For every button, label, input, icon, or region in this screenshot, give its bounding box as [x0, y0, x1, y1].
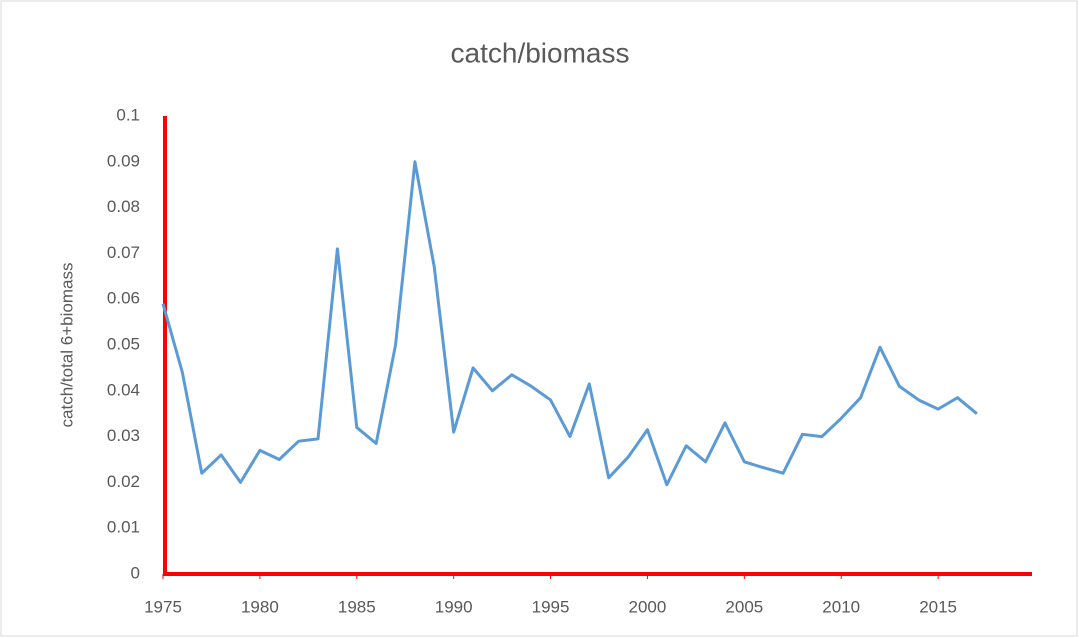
y-axis-title: catch/total 6+biomass — [57, 263, 76, 428]
x-tick-label: 1980 — [241, 597, 279, 616]
y-tick-label: 0.04 — [107, 380, 140, 399]
x-tick-label: 1990 — [435, 597, 473, 616]
x-tick-label: 2010 — [822, 597, 860, 616]
x-tick-label: 2015 — [919, 597, 957, 616]
x-tick-label: 1995 — [532, 597, 570, 616]
y-tick-label: 0 — [131, 563, 140, 582]
x-tick-label: 1985 — [338, 597, 376, 616]
data-line — [161, 160, 978, 487]
y-tick-label: 0.03 — [107, 426, 140, 445]
y-tick-label: 0.06 — [107, 289, 140, 308]
y-tick-label: 0.02 — [107, 472, 140, 491]
y-tick-label: 0.05 — [107, 334, 140, 353]
y-tick-label: 0.1 — [116, 105, 140, 124]
x-tick-label: 1975 — [144, 597, 182, 616]
y-tick-label: 0.07 — [107, 243, 140, 262]
x-tick-label: 2000 — [629, 597, 667, 616]
chart-title: catch/biomass — [451, 37, 630, 68]
x-tick-label: 2005 — [725, 597, 763, 616]
y-tick-label: 0.08 — [107, 197, 140, 216]
y-tick-label: 0.01 — [107, 518, 140, 537]
y-tick-label: 0.09 — [107, 151, 140, 170]
